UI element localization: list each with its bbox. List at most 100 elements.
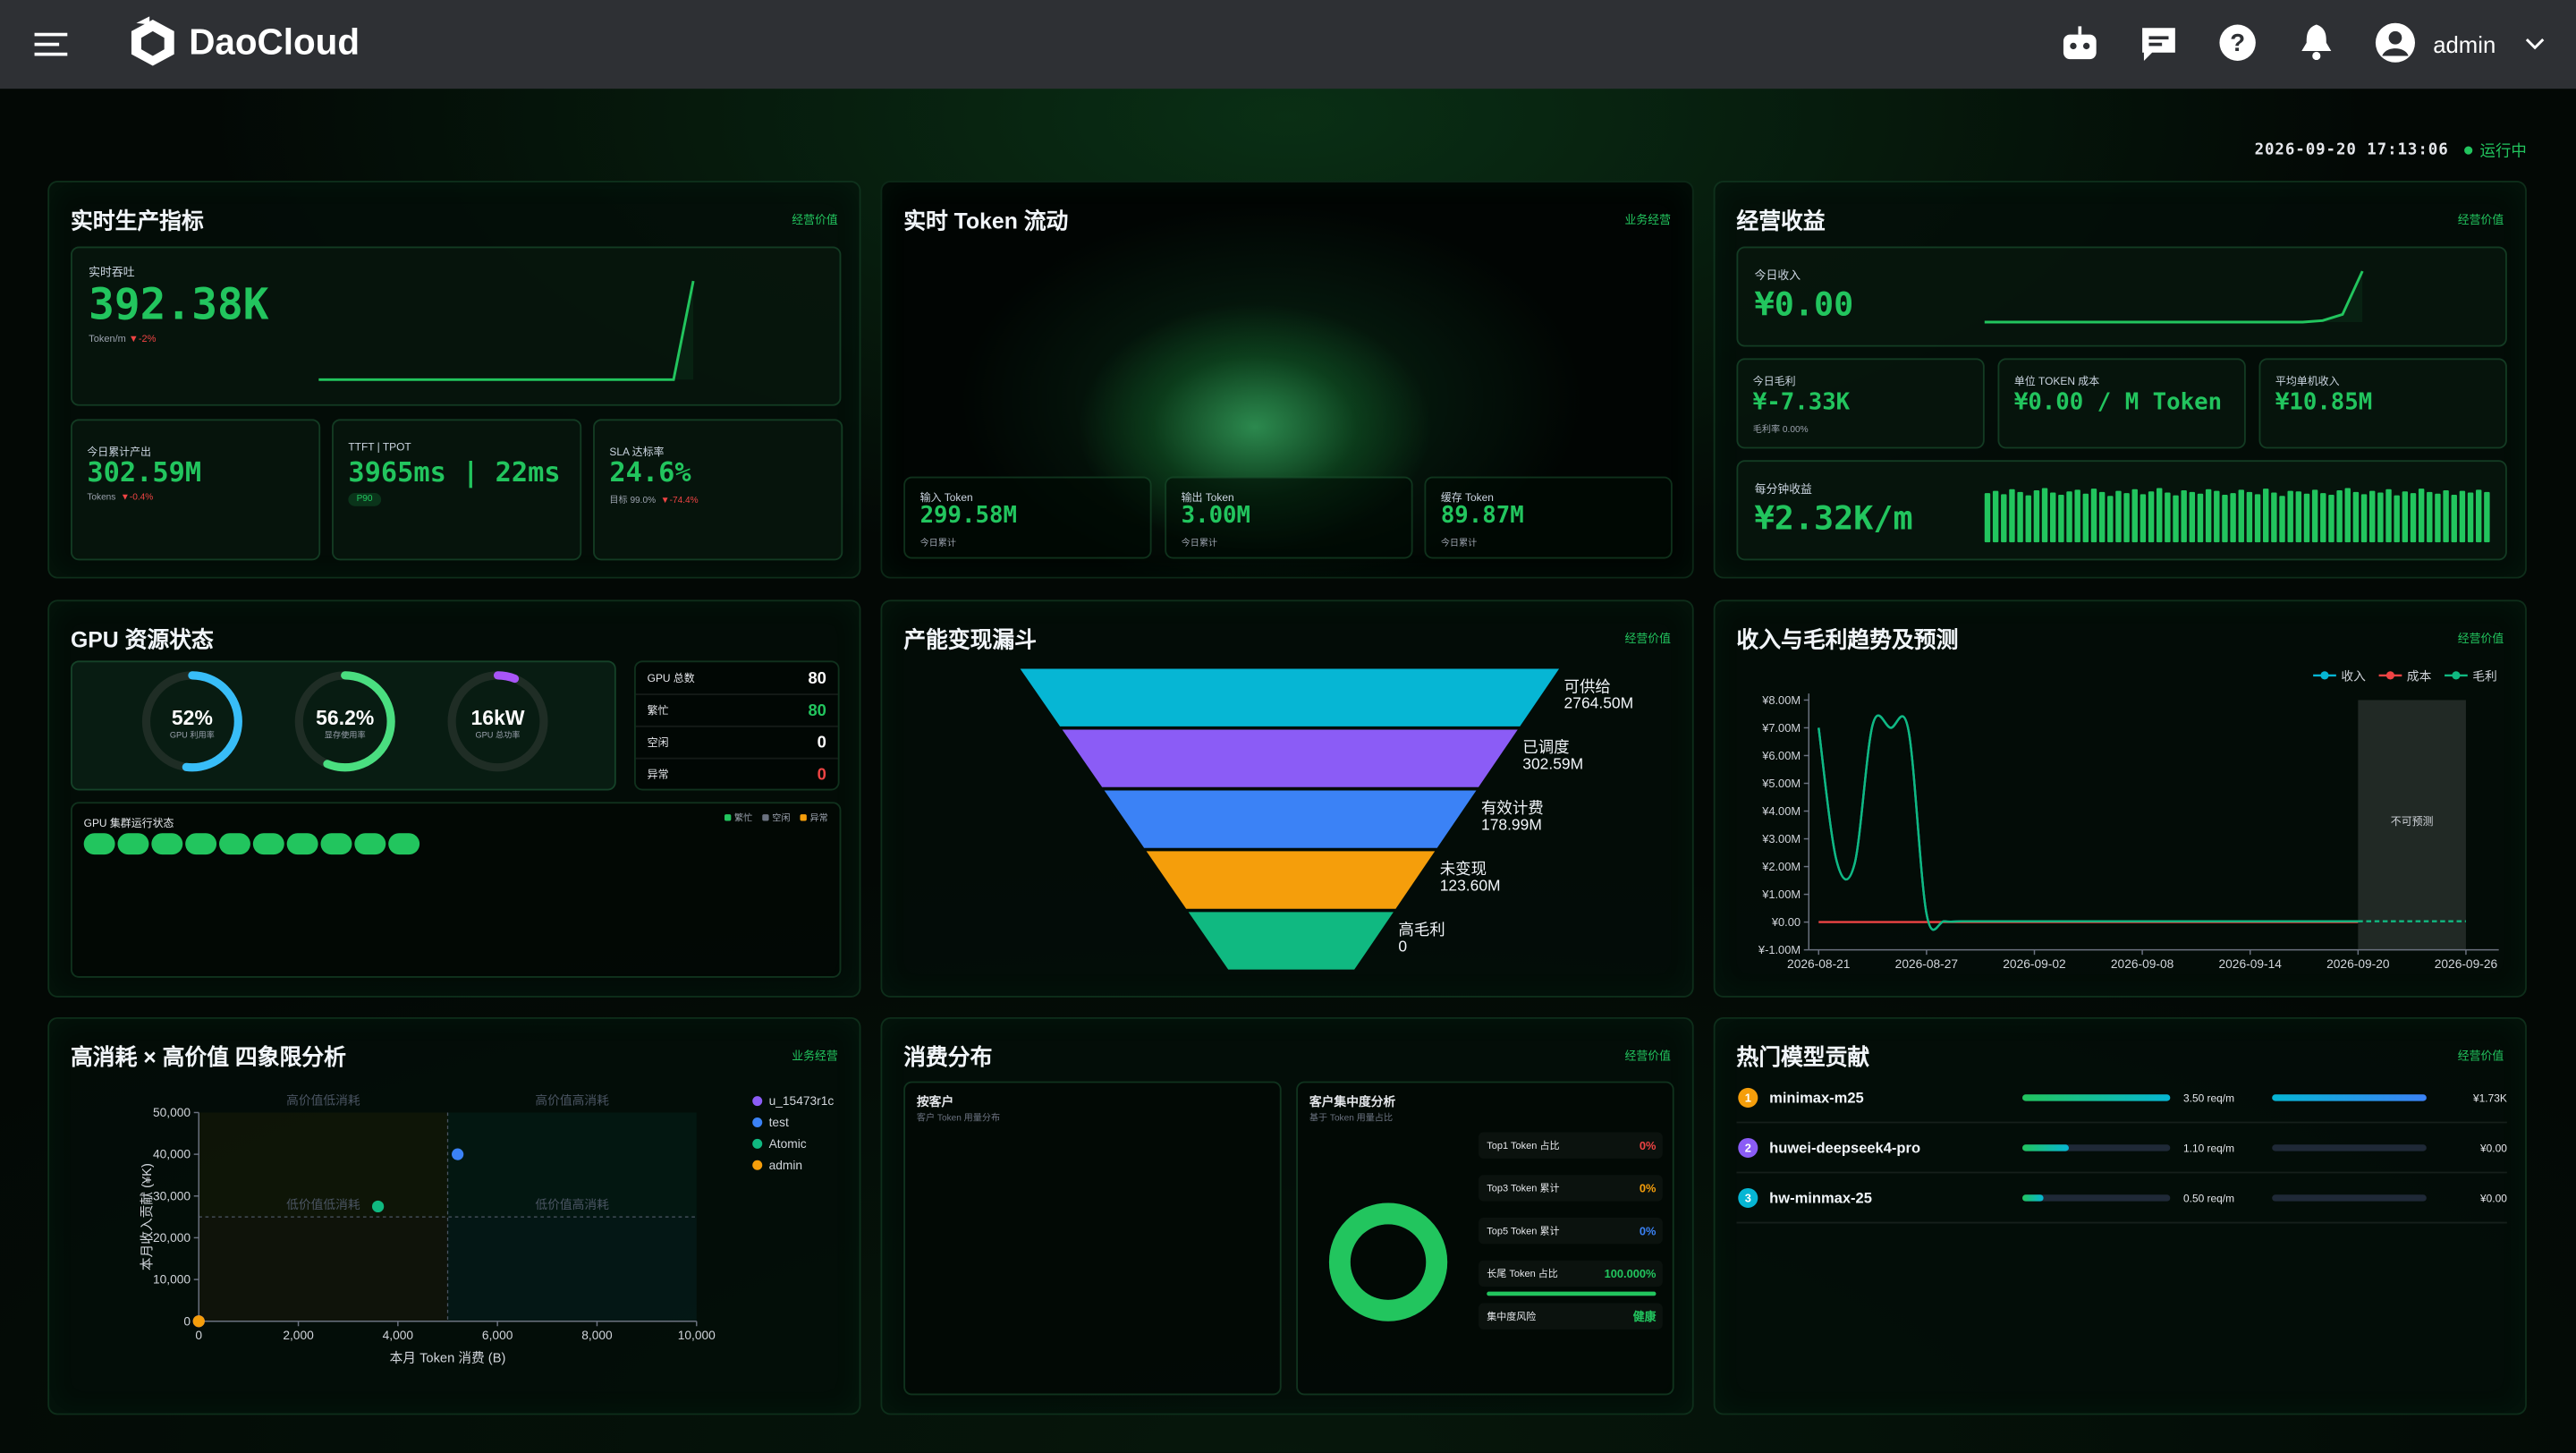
panel-title: 高消耗 × 高价值 四象限分析 xyxy=(70,1045,346,1070)
funnel-value: 178.99M xyxy=(1481,816,1542,834)
rank-badge xyxy=(1738,1187,1758,1209)
series-line xyxy=(1818,714,2359,931)
metric-card: 今日毛利 ¥-7.33K 毛利率 0.00% xyxy=(1736,358,1985,449)
bar-track xyxy=(2022,1194,2171,1202)
bar xyxy=(2435,493,2441,543)
logo[interactable] xyxy=(130,16,179,69)
x-tick-label: 0 xyxy=(195,1329,202,1342)
bar xyxy=(2001,494,2007,543)
row-label: Top3 Token 累计 xyxy=(1487,1183,1559,1194)
y-tick-label: ¥7.00M xyxy=(1761,721,1801,735)
metric-box: 今日收入 ¥0.00 xyxy=(1736,246,2507,347)
sparkline xyxy=(318,280,695,381)
bar xyxy=(2377,492,2384,543)
user-name[interactable]: admin xyxy=(2433,30,2496,58)
model-name: hw-minmax-25 xyxy=(1769,1189,1872,1206)
revenue-bar xyxy=(2272,1094,2427,1101)
legend-label: 毛利 xyxy=(2472,669,2497,683)
chart-svg: 1 minimax-m25 3.50 req/m ¥1.73K 2 huwei-deeps… xyxy=(1736,1087,2507,1224)
stat-label: 空闲 xyxy=(648,736,669,749)
brand[interactable]: DaoCloud xyxy=(189,21,360,63)
metric-value: 392.38K xyxy=(89,281,269,331)
gauge-arc xyxy=(294,671,395,772)
card-badge: P90 xyxy=(348,493,381,506)
message-icon[interactable] xyxy=(2139,23,2182,66)
chevron[interactable] xyxy=(2525,35,2545,55)
card-value: 3.00M xyxy=(1181,503,1251,530)
metric-card: 单位 TOKEN 成本 ¥0.00 / M Token xyxy=(1997,358,2246,449)
card-sub-text: 毛利率 0.00% xyxy=(1752,425,1809,436)
cluster-title: GPU 集群运行状态 xyxy=(83,818,174,830)
panel-tag: 业务经营 xyxy=(1624,215,1671,227)
card-value: 3965ms | 22ms xyxy=(348,456,561,489)
funnel-name: 有效计费 xyxy=(1481,799,1544,817)
help-icon[interactable]: ? xyxy=(2218,23,2261,66)
legend-label: Atomic xyxy=(769,1137,807,1151)
bar xyxy=(2427,491,2433,543)
chart-svg: 不可预测 ¥8.00M ¥7.00M ¥6.00M ¥5.00M ¥4.00M ¥3.00M… xyxy=(1758,669,2499,971)
card-sub-text: 今日累计 xyxy=(919,539,957,549)
bar xyxy=(2017,491,2023,543)
bar xyxy=(2263,489,2269,543)
forecast-band xyxy=(2358,700,2466,950)
y-tick-label: ¥0.00 xyxy=(1771,915,1801,929)
top-bar: DaoCloud ? admin xyxy=(0,0,2576,89)
chart-svg xyxy=(318,280,695,381)
quadrant-label: 低价值高消耗 xyxy=(535,1197,609,1211)
gpu-node xyxy=(320,833,352,855)
card-value: 89.87M xyxy=(1440,503,1524,530)
bar xyxy=(2254,494,2261,543)
legend-dot xyxy=(752,1096,763,1107)
box-title: 客户集中度分析 xyxy=(1309,1094,1396,1109)
bar xyxy=(2344,488,2351,543)
gauge-arc xyxy=(141,671,242,772)
gpu-node xyxy=(219,833,250,855)
menu-icon[interactable] xyxy=(34,28,74,61)
card-value: 24.6% xyxy=(609,456,691,489)
panel-title: 消费分布 xyxy=(903,1045,993,1070)
bar xyxy=(2025,495,2031,543)
bar xyxy=(2050,492,2056,543)
card-label: 输入 Token xyxy=(919,493,973,505)
bar xyxy=(2271,492,2277,543)
legend-label: u_15473r1c xyxy=(769,1094,835,1108)
panel-title: 收入与毛利趋势及预测 xyxy=(1736,627,1959,653)
gauge-value: 16kW xyxy=(471,706,525,729)
unit: Token/m xyxy=(89,335,126,345)
point xyxy=(452,1148,464,1160)
model-name: huwei-deepseek4-pro xyxy=(1769,1139,1920,1156)
bar xyxy=(2066,491,2072,543)
funnel-name: 可供给 xyxy=(1564,677,1611,695)
series-line xyxy=(1818,714,2359,931)
metric-sub: Token/m ▼-2% xyxy=(89,336,156,345)
x-tick-label: 2,000 xyxy=(283,1329,314,1342)
avatar[interactable] xyxy=(2375,22,2419,66)
stat-label: 异常 xyxy=(648,769,669,781)
y-tick-label: ¥3.00M xyxy=(1761,832,1801,845)
gpu-node xyxy=(388,833,420,855)
legend-label: 空闲 xyxy=(772,811,790,823)
robot-icon[interactable] xyxy=(2060,23,2103,66)
req-label: 3.50 req/m xyxy=(2183,1092,2234,1105)
row-bg xyxy=(1479,1260,1663,1287)
x-tick-label: 2026-08-27 xyxy=(1895,957,1958,971)
req-bar xyxy=(2022,1094,2171,1101)
gauge-value: 56.2% xyxy=(316,706,374,729)
panel-title: GPU 资源状态 xyxy=(70,627,214,653)
bar xyxy=(2360,494,2368,543)
card-sub-text: Tokens xyxy=(87,493,116,504)
x-tick-label: 8,000 xyxy=(581,1329,613,1342)
panel: 实时生产指标 经营价值 实时吞吐 392.38K Token/m ▼-2% 今日… xyxy=(47,181,861,579)
bell-icon[interactable] xyxy=(2297,21,2340,64)
metric-card: 输入 Token 299.58M 今日累计 xyxy=(903,476,1152,559)
bar xyxy=(2311,489,2318,543)
stat-value: 80 xyxy=(808,668,826,687)
bar xyxy=(2230,493,2236,543)
quadrant-label: 低价值低消耗 xyxy=(286,1198,360,1211)
bar xyxy=(2385,489,2392,543)
status: 2026-09-20 17:13:06 运行中 xyxy=(2255,138,2527,161)
svg-text:?: ? xyxy=(2230,29,2245,56)
stat-value: 0 xyxy=(818,733,826,752)
